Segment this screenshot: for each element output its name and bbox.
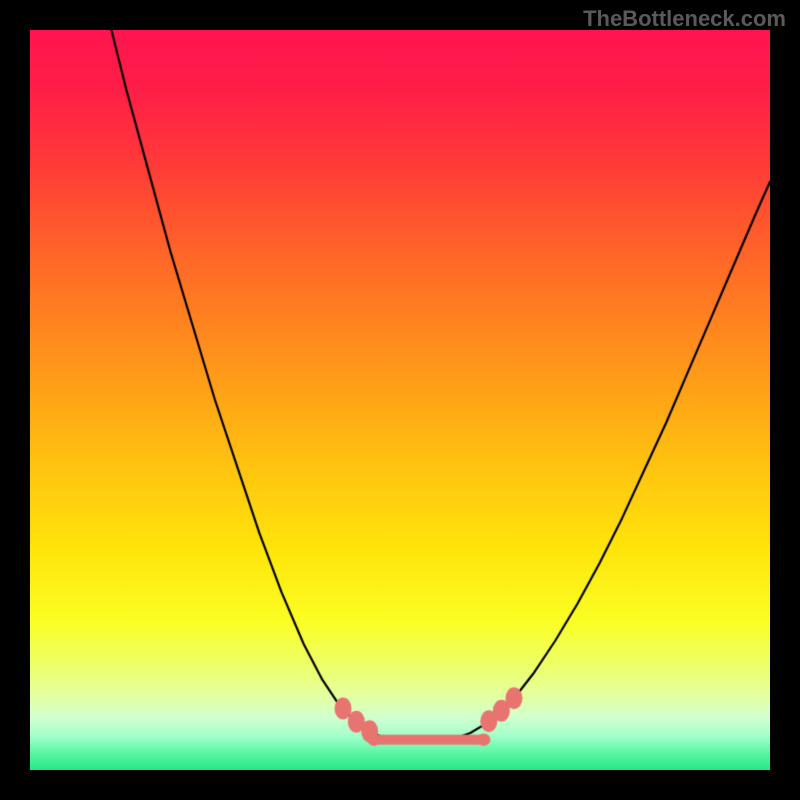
plot-area — [30, 30, 770, 770]
watermark-label: TheBottleneck.com — [583, 6, 786, 32]
bottleneck-curve-chart — [30, 30, 770, 770]
chart-container: TheBottleneck.com — [0, 0, 800, 800]
